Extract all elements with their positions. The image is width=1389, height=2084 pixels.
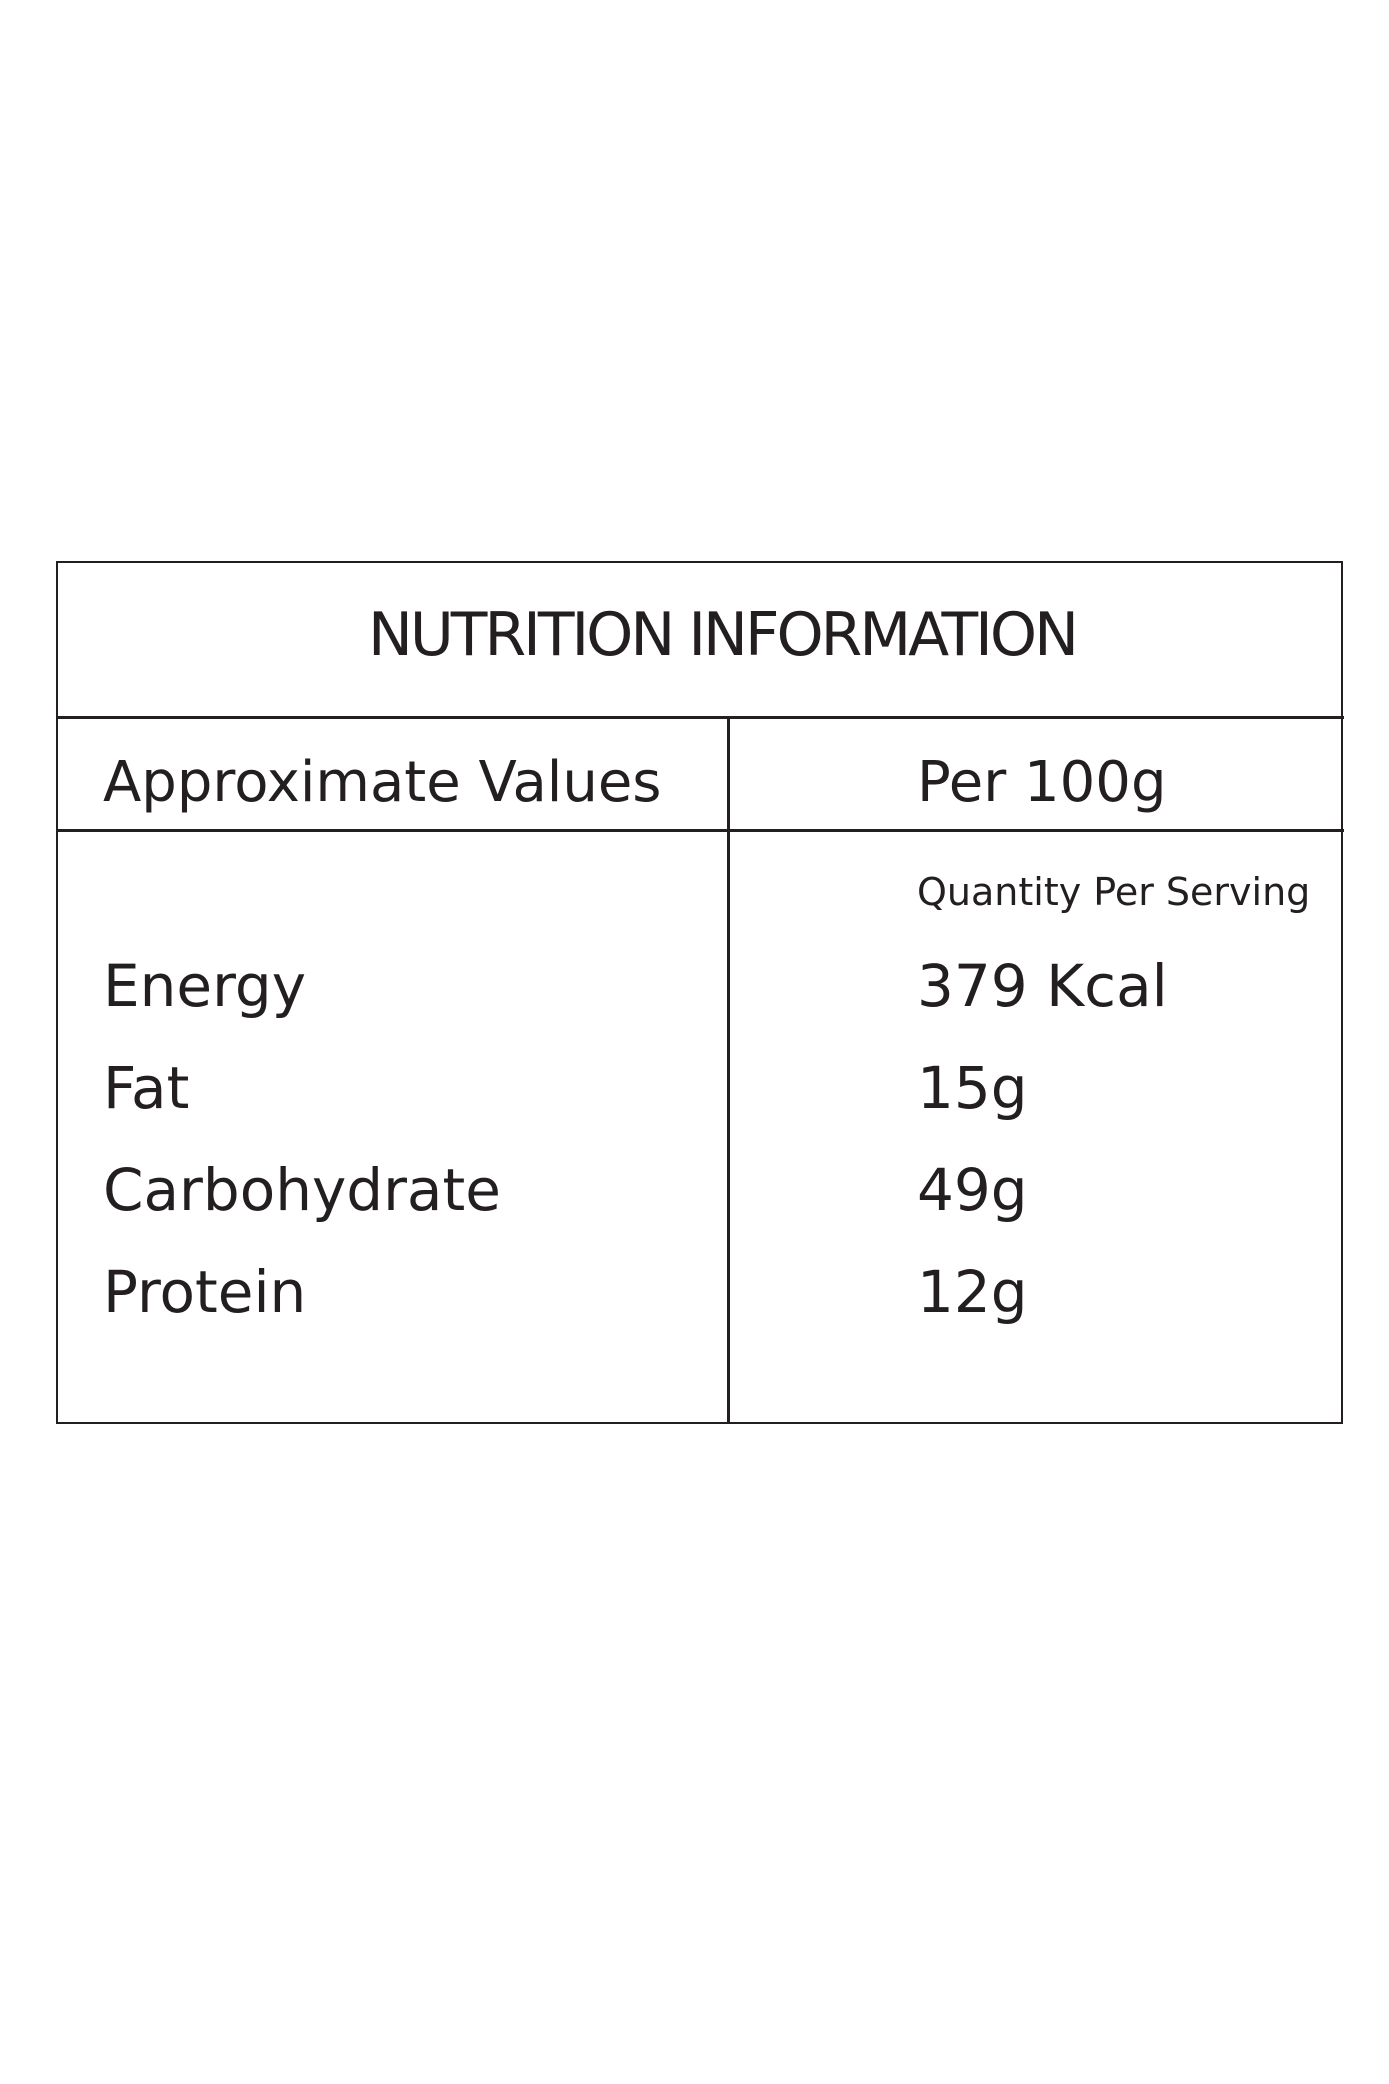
divider bbox=[56, 716, 1344, 719]
header-cell: Approximate Values bbox=[103, 750, 662, 815]
nutrient-value: 12g bbox=[917, 1258, 1028, 1326]
nutrient-name: Protein bbox=[103, 1258, 307, 1326]
table-border bbox=[56, 561, 1343, 1424]
header-cell: Per 100g bbox=[917, 750, 1167, 815]
nutrient-name: Carbohydrate bbox=[103, 1156, 501, 1224]
nutrient-value: 379 Kcal bbox=[917, 952, 1168, 1020]
nutrient-value: 49g bbox=[917, 1156, 1028, 1224]
nutrient-value: 15g bbox=[917, 1054, 1028, 1122]
table-title: NUTRITION INFORMATION bbox=[368, 600, 1079, 670]
nutrient-name: Fat bbox=[103, 1054, 190, 1122]
nutrient-name: Energy bbox=[103, 952, 307, 1020]
subheader: Quantity Per Serving bbox=[917, 870, 1311, 914]
divider bbox=[56, 829, 1344, 832]
column-divider bbox=[727, 717, 730, 1423]
